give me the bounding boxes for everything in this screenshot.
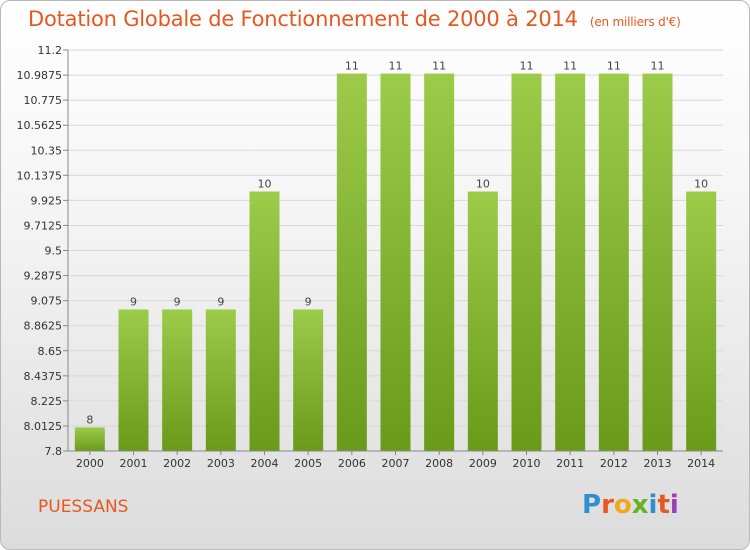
data-label-2008: 11 bbox=[432, 60, 446, 73]
x-tick-label: 2005 bbox=[294, 457, 322, 470]
bar-2002 bbox=[162, 309, 193, 451]
y-tick-label: 8.0125 bbox=[24, 420, 63, 433]
y-tick-label: 9.5 bbox=[45, 245, 63, 258]
data-label-2010: 11 bbox=[520, 60, 534, 73]
x-tick-label: 2008 bbox=[425, 457, 453, 470]
x-tick-label: 2002 bbox=[163, 457, 191, 470]
logo-letter: P bbox=[582, 490, 602, 520]
x-tick-label: 2007 bbox=[382, 457, 410, 470]
data-label-2002: 9 bbox=[174, 295, 181, 308]
y-tick-label: 8.4375 bbox=[24, 370, 63, 383]
y-tick-label: 10.5625 bbox=[17, 119, 63, 132]
x-tick-label: 2010 bbox=[513, 457, 541, 470]
data-label-2001: 9 bbox=[130, 295, 137, 308]
y-tick-label: 10.9875 bbox=[17, 69, 63, 82]
bar-2007 bbox=[380, 73, 411, 452]
data-label-2005: 9 bbox=[305, 295, 312, 308]
y-tick-label: 10.775 bbox=[24, 94, 63, 107]
y-tick-label: 8.8625 bbox=[24, 320, 63, 333]
y-tick-label: 9.075 bbox=[31, 295, 63, 308]
data-labels: 8 9 9 9 10 9 11 11 11 10 11 11 11 11 10 bbox=[86, 60, 708, 427]
y-tick-label: 7.8 bbox=[45, 445, 63, 458]
title-text: Dotation Globale de Fonctionnement de 20… bbox=[28, 7, 578, 31]
y-tick-label: 9.7125 bbox=[24, 219, 63, 232]
logo-letter: o bbox=[613, 490, 632, 520]
x-tick-label: 2003 bbox=[207, 457, 235, 470]
data-label-2012: 11 bbox=[607, 60, 621, 73]
logo-letter: i bbox=[669, 490, 679, 520]
bar-2008 bbox=[424, 73, 455, 452]
data-label-2011: 11 bbox=[563, 60, 577, 73]
bar-2003 bbox=[205, 309, 236, 451]
y-tick-label: 11.2 bbox=[38, 44, 63, 57]
y-tick-label: 10.35 bbox=[31, 144, 63, 157]
bar-2004 bbox=[249, 191, 280, 451]
logo-letter: r bbox=[601, 490, 614, 520]
data-label-2014: 10 bbox=[694, 178, 708, 191]
data-label-2007: 11 bbox=[389, 60, 403, 73]
x-tick-label: 2011 bbox=[556, 457, 584, 470]
x-tick-label: 2013 bbox=[644, 457, 672, 470]
x-tick-label: 2004 bbox=[251, 457, 279, 470]
data-label-2000: 8 bbox=[86, 413, 93, 426]
x-axis-ticks: 2000 2001 2002 2003 2004 2005 2006 2007 2008 2009… bbox=[76, 451, 715, 470]
bar-2006 bbox=[336, 73, 367, 452]
y-axis-ticks: 7.8 8.0125 8.225 8.4375 8.65 8.8625 9.075 9.287… bbox=[17, 44, 68, 458]
logo-letter: i bbox=[648, 490, 658, 520]
bar-2010 bbox=[511, 73, 542, 452]
data-label-2009: 10 bbox=[476, 178, 490, 191]
x-tick-label: 2014 bbox=[687, 457, 715, 470]
bar-2011 bbox=[555, 73, 586, 452]
y-tick-label: 8.225 bbox=[31, 395, 63, 408]
bar-2000 bbox=[74, 427, 105, 451]
logo-letter: x bbox=[631, 490, 649, 520]
data-label-2004: 10 bbox=[258, 178, 272, 191]
x-tick-label: 2012 bbox=[600, 457, 628, 470]
commune-name: PUESSANS bbox=[38, 497, 129, 517]
bar-2005 bbox=[293, 309, 324, 451]
chart-title: Dotation Globale de Fonctionnement de 20… bbox=[28, 7, 681, 31]
x-tick-label: 2000 bbox=[76, 457, 104, 470]
proxiti-logo[interactable]: Proxiti bbox=[582, 490, 679, 520]
y-tick-label: 8.65 bbox=[38, 345, 63, 358]
bar-2014 bbox=[686, 191, 717, 451]
data-label-2013: 11 bbox=[651, 60, 665, 73]
chart-subtitle: (en milliers d'€) bbox=[589, 15, 681, 29]
data-label-2003: 9 bbox=[217, 295, 224, 308]
x-tick-label: 2006 bbox=[338, 457, 366, 470]
bar-2001 bbox=[118, 309, 149, 451]
x-tick-label: 2001 bbox=[120, 457, 148, 470]
y-tick-label: 9.2875 bbox=[24, 270, 63, 283]
bar-2013 bbox=[642, 73, 673, 452]
bars bbox=[74, 73, 717, 452]
x-tick-label: 2009 bbox=[469, 457, 497, 470]
y-tick-label: 10.1375 bbox=[17, 169, 63, 182]
bar-2012 bbox=[598, 73, 629, 452]
bar-2009 bbox=[467, 191, 498, 451]
logo-letter: t bbox=[657, 490, 670, 520]
y-tick-label: 9.925 bbox=[31, 194, 63, 207]
data-label-2006: 11 bbox=[345, 60, 359, 73]
